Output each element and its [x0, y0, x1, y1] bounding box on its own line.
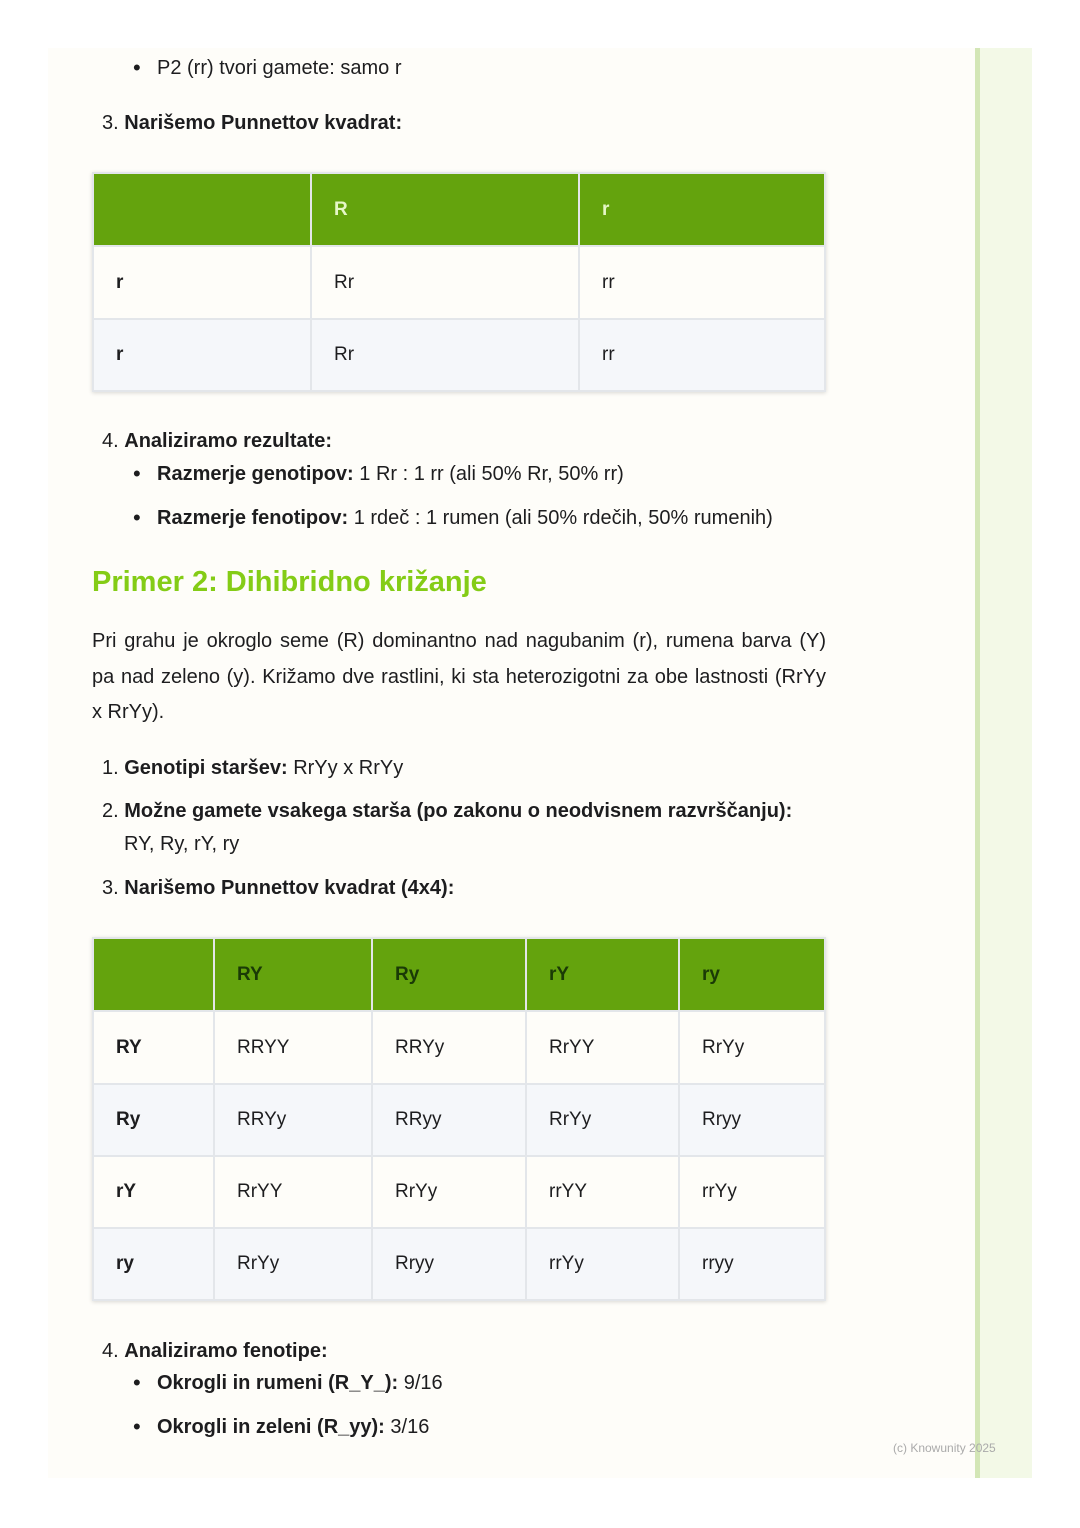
cell: Rr: [310, 318, 580, 392]
step-number: 3.: [102, 877, 119, 899]
table-row: RY RRYY RRYy RrYY RrYy: [92, 1010, 826, 1085]
step-4-heading: 4. Analiziramo rezultate:: [102, 427, 332, 455]
row-header: r: [92, 318, 312, 392]
cell: RrYY: [213, 1155, 373, 1229]
cell: RrYy: [371, 1155, 527, 1229]
cell: RRYY: [213, 1010, 373, 1085]
step-label: Analiziramo rezultate:: [124, 430, 333, 452]
cell: rrYY: [525, 1155, 680, 1229]
table-row: r Rr rr: [92, 318, 826, 392]
bullet-text: 1 rdeč : 1 rumen (ali 50% rdečih, 50% ru…: [348, 507, 773, 529]
row-header: ry: [92, 1227, 215, 1301]
step-2: 2. Možne gamete vsakega starša (po zakon…: [102, 797, 792, 825]
side-strip: [975, 48, 1032, 1478]
table-row: r Rr rr: [92, 245, 826, 320]
cell: rr: [578, 318, 826, 392]
cell: RRYy: [213, 1083, 373, 1157]
step-label: Analiziramo fenotipe:: [124, 1340, 328, 1362]
step-label: Narišemo Punnettov kvadrat:: [124, 112, 403, 134]
header-cell: [92, 172, 312, 247]
bullet-label: Okrogli in zeleni (R_yy):: [157, 1416, 385, 1438]
bullet-label: Razmerje fenotipov:: [157, 507, 349, 529]
cell: Rryy: [678, 1083, 826, 1157]
row-header: r: [92, 245, 312, 320]
step-4-phenotypes: 4. Analiziramo fenotipe:: [102, 1337, 328, 1365]
cell: RRYy: [371, 1010, 527, 1085]
bullet-text: 9/16: [398, 1372, 443, 1394]
step-number: 4.: [102, 1340, 119, 1362]
table-row: ry RrYy Rryy rrYy rryy: [92, 1227, 826, 1301]
bullet-round-green: Okrogli in zeleni (R_yy): 3/16: [133, 1413, 430, 1441]
cell: rr: [578, 245, 826, 320]
cell: RrYy: [213, 1227, 373, 1301]
cell: RrYY: [525, 1010, 680, 1085]
bullet-label: Okrogli in rumeni (R_Y_):: [157, 1372, 399, 1394]
cell: RRyy: [371, 1083, 527, 1157]
header-cell: ry: [678, 937, 826, 1012]
step-text: RrYy x RrYy: [287, 757, 404, 779]
section-heading: Primer 2: Dihibridno križanje: [92, 566, 487, 598]
bullet-round-yellow: Okrogli in rumeni (R_Y_): 9/16: [133, 1369, 443, 1397]
cell: RrYy: [525, 1083, 680, 1157]
table-row: Ry RRYy RRyy RrYy Rryy: [92, 1083, 826, 1157]
step-2-text: RY, Ry, rY, ry: [124, 833, 240, 855]
intro-paragraph: Pri grahu je okroglo seme (R) dominantno…: [92, 630, 826, 723]
step-label: Možne gamete vsakega starša (po zakonu o…: [124, 800, 793, 822]
copyright-footer: (c) Knowunity 2025: [893, 1441, 996, 1455]
header-cell: Ry: [371, 937, 527, 1012]
header-cell: R: [310, 172, 580, 247]
row-header: rY: [92, 1155, 215, 1229]
step-number: 2.: [102, 800, 119, 822]
bullet-label: Razmerje genotipov:: [157, 463, 354, 485]
cell: Rr: [310, 245, 580, 320]
table-row: rY RrYY RrYy rrYY rrYy: [92, 1155, 826, 1229]
header-cell: [92, 937, 215, 1012]
step-number: 1.: [102, 757, 119, 779]
step-label: Genotipi staršev:: [124, 757, 288, 779]
bullet-text: 1 Rr : 1 rr (ali 50% Rr, 50% rr): [353, 463, 624, 485]
punnett-table-dihybrid: RY Ry rY ry RY RRYY RRYy RrYY RrYy Ry RRYy RRyy Rr…: [92, 937, 826, 1301]
bullet-phenotype-ratio: Razmerje fenotipov: 1 rdeč : 1 rumen (al…: [133, 504, 773, 532]
step-label: Narišemo Punnettov kvadrat (4x4):: [124, 877, 455, 899]
cell: rrYy: [678, 1155, 826, 1229]
cell: rryy: [678, 1227, 826, 1301]
step-number: 4.: [102, 430, 119, 452]
row-header: RY: [92, 1010, 215, 1085]
step-3-heading: 3. Narišemo Punnettov kvadrat:: [102, 109, 402, 137]
step-number: 3.: [102, 112, 119, 134]
header-cell: rY: [525, 937, 680, 1012]
cell: rrYy: [525, 1227, 680, 1301]
step-1: 1. Genotipi staršev: RrYy x RrYy: [102, 754, 403, 782]
bullet-p2: P2 (rr) tvori gamete: samo r: [133, 54, 401, 82]
row-header: Ry: [92, 1083, 215, 1157]
header-cell: RY: [213, 937, 373, 1012]
step-3: 3. Narišemo Punnettov kvadrat (4x4):: [102, 874, 454, 902]
bullet-text: 3/16: [384, 1416, 430, 1438]
cell: Rryy: [371, 1227, 527, 1301]
table-header-row: RY Ry rY ry: [92, 937, 826, 1012]
cell: RrYy: [678, 1010, 826, 1085]
bullet-genotype-ratio: Razmerje genotipov: 1 Rr : 1 rr (ali 50%…: [133, 460, 624, 488]
header-cell: r: [578, 172, 826, 247]
